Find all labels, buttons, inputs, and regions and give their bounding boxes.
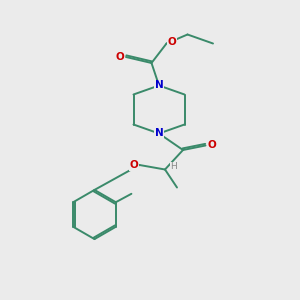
Text: N: N (154, 80, 164, 91)
Text: O: O (130, 160, 139, 170)
Text: O: O (115, 52, 124, 62)
Text: O: O (167, 37, 176, 47)
Text: H: H (170, 162, 177, 171)
Text: N: N (154, 128, 164, 139)
Text: O: O (208, 140, 217, 151)
